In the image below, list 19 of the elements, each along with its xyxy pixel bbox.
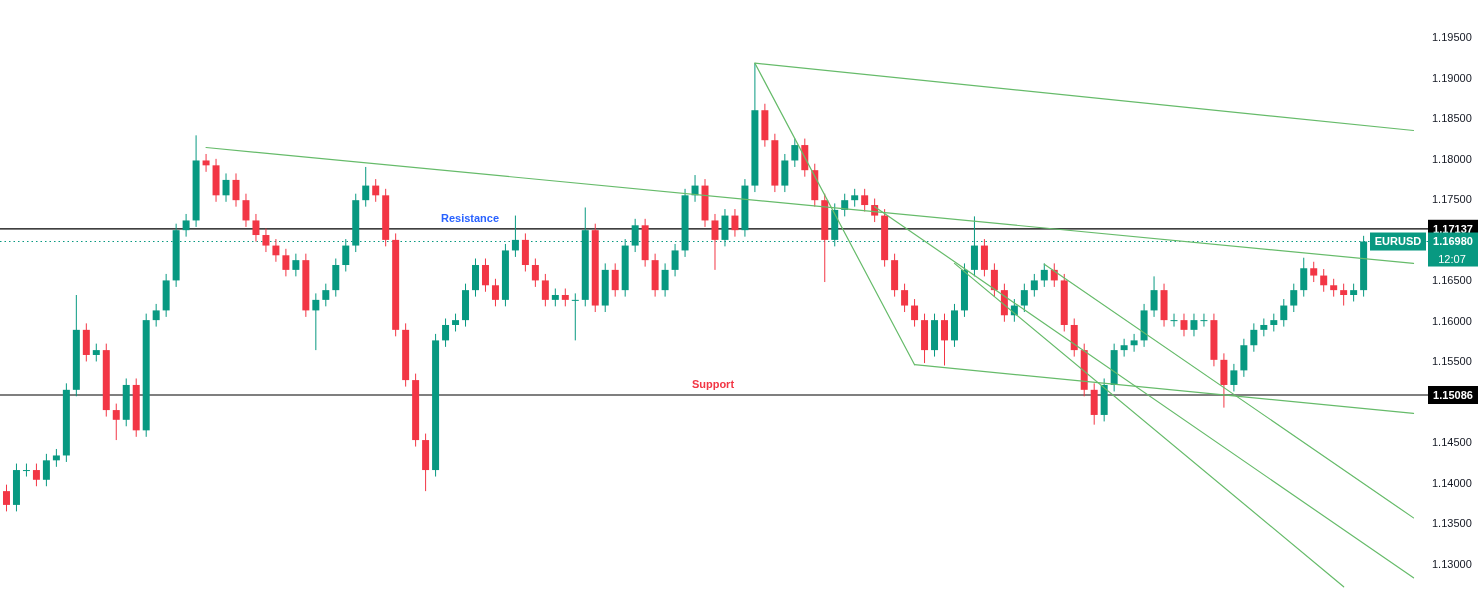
- y-tick-label: 1.17500: [1432, 193, 1472, 206]
- y-tick-label: 1.18000: [1432, 152, 1472, 165]
- y-tick-label: 1.18500: [1432, 112, 1472, 125]
- ref-line-label: 1.16980: [1433, 235, 1473, 248]
- y-tick-label: 1.14500: [1432, 436, 1472, 449]
- y-tick-label: 1.19500: [1432, 31, 1472, 44]
- y-tick-label: 1.14000: [1432, 476, 1472, 489]
- y-tick-label: 1.16000: [1432, 314, 1472, 327]
- annotation: EURUSD: [1374, 235, 1422, 248]
- y-tick-label: 1.13000: [1432, 557, 1472, 570]
- text: 12:07: [1438, 253, 1466, 266]
- ref-line-label: 1.15086: [1433, 388, 1473, 401]
- ref-line-label: 1.17137: [1433, 222, 1473, 235]
- y-tick-label: 1.16500: [1432, 274, 1472, 287]
- annotation: Support: [691, 378, 735, 391]
- y-tick-label: 1.19000: [1432, 71, 1472, 84]
- y-tick-label: 1.15500: [1432, 355, 1472, 368]
- annotation: Resistance: [440, 211, 500, 224]
- y-tick-label: 1.13500: [1432, 517, 1472, 530]
